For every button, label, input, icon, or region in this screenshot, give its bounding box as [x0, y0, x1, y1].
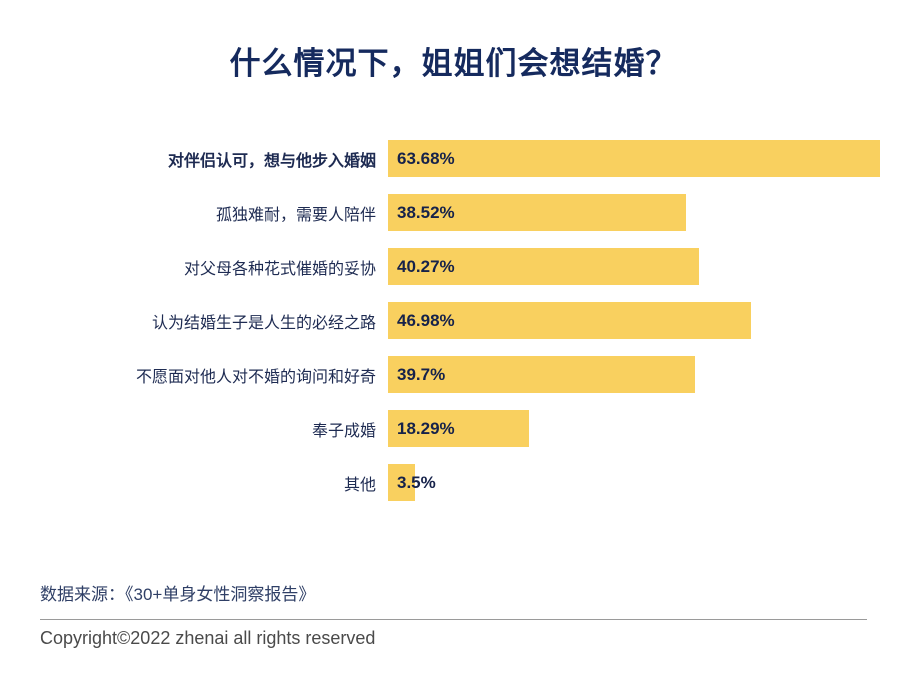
category-label: 其他	[343, 476, 376, 494]
bar-track: 3.5%	[388, 464, 880, 501]
bar-track: 63.68%	[388, 140, 880, 177]
bar	[388, 302, 751, 339]
value-label: 46.98%	[397, 311, 455, 330]
bar-track: 39.7%	[388, 356, 880, 393]
bar	[388, 140, 880, 177]
bar-track: 40.27%	[388, 248, 880, 285]
bar-chart: 对伴侣认可，想与他步入婚姻 63.68% 孤独难耐，需要人陪伴 38.52% 对…	[30, 140, 880, 518]
bar-row: 奉子成婚 18.29%	[30, 410, 880, 447]
bar	[388, 410, 530, 447]
bar	[388, 248, 700, 285]
data-source-text: 数据来源：《30+单身女性洞察报告》	[40, 585, 316, 604]
bar-row: 不愿面对他人对不婚的询问和好奇 39.7%	[30, 356, 880, 393]
bar-row: 其他 3.5%	[30, 464, 880, 501]
category-label: 不愿面对他人对不婚的询问和好奇	[135, 368, 376, 386]
value-label: 63.68%	[397, 149, 455, 168]
value-label: 18.29%	[397, 419, 455, 438]
category-label: 对父母各种花式催婚的妥协	[183, 260, 376, 278]
bar-row: 孤独难耐，需要人陪伴 38.52%	[30, 194, 880, 231]
value-label: 3.5%	[397, 473, 436, 492]
bar-row: 对伴侣认可，想与他步入婚姻 63.68%	[30, 140, 880, 177]
footer: 数据来源：《30+单身女性洞察报告》 Copyright©2022 zhenai…	[40, 580, 867, 649]
bar	[388, 464, 416, 501]
category-label: 认为结婚生子是人生的必经之路	[151, 314, 376, 332]
bar-track: 18.29%	[388, 410, 880, 447]
bar-row: 对父母各种花式催婚的妥协 40.27%	[30, 248, 880, 285]
copyright-text: Copyright©2022 zhenai all rights reserve…	[40, 628, 376, 648]
category-label: 孤独难耐，需要人陪伴	[215, 206, 376, 224]
bar-row: 认为结婚生子是人生的必经之路 46.98%	[30, 302, 880, 339]
value-label: 39.7%	[397, 365, 446, 384]
bar-track: 38.52%	[388, 194, 880, 231]
category-label: 对伴侣认可，想与他步入婚姻	[167, 152, 376, 170]
category-label: 奉子成婚	[311, 422, 376, 440]
value-label: 38.52%	[397, 203, 455, 222]
bar-track: 46.98%	[388, 302, 880, 339]
bar	[388, 194, 686, 231]
bar-rows: 对伴侣认可，想与他步入婚姻 63.68% 孤独难耐，需要人陪伴 38.52% 对…	[30, 140, 880, 501]
footer-divider	[40, 619, 867, 620]
value-label: 40.27%	[397, 257, 455, 276]
bar	[388, 356, 695, 393]
chart-title: 什么情况下，姐姐们会想结婚？	[229, 46, 678, 81]
